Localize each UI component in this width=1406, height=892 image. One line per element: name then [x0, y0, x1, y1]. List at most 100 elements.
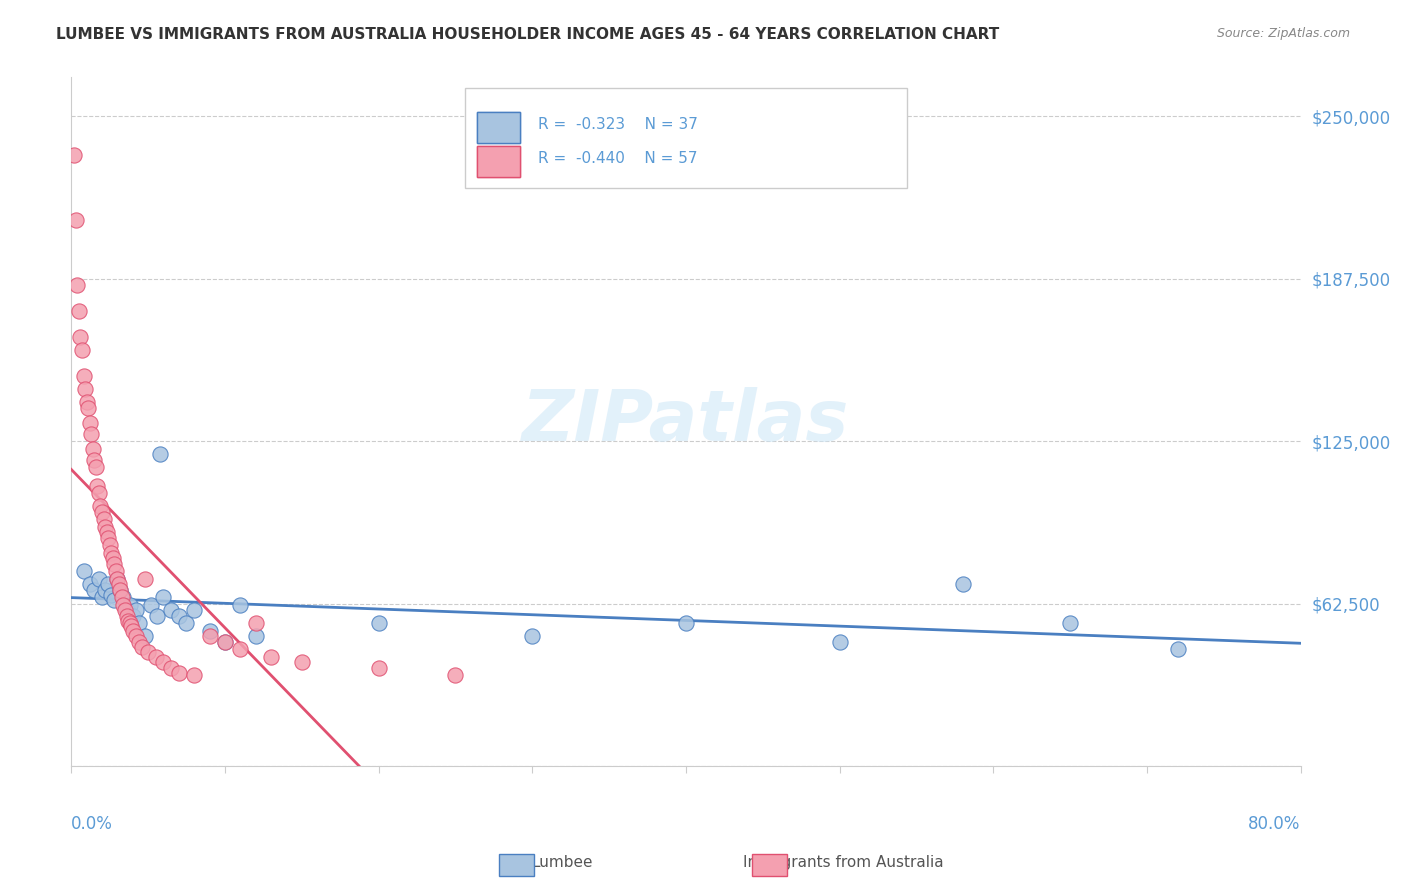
Point: [1059, 616, 1081, 631]
Text: 0.0%: 0.0%: [72, 814, 112, 832]
Point: [125, 603, 148, 617]
Point: [76, 395, 98, 409]
Point: [112, 591, 135, 605]
Point: [167, 608, 190, 623]
Point: [229, 642, 252, 657]
Point: [96, 525, 118, 540]
Point: [183, 603, 205, 617]
Point: [100, 588, 122, 602]
Point: [160, 660, 183, 674]
Point: [152, 591, 174, 605]
Point: [952, 577, 974, 591]
Text: R =  -0.323    N = 37: R = -0.323 N = 37: [538, 117, 699, 132]
Point: [72, 369, 94, 384]
Point: [69, 330, 91, 344]
Point: [105, 572, 128, 586]
Point: [260, 650, 283, 665]
Point: [1167, 642, 1189, 657]
Point: [67, 304, 90, 318]
Point: [117, 614, 139, 628]
Text: Lumbee: Lumbee: [531, 855, 593, 870]
Point: [146, 608, 169, 623]
Text: Source: ZipAtlas.com: Source: ZipAtlas.com: [1216, 27, 1350, 40]
Point: [110, 582, 132, 597]
Point: [141, 598, 163, 612]
Point: [91, 591, 114, 605]
Point: [125, 629, 148, 643]
Point: [112, 598, 135, 612]
Point: [115, 608, 138, 623]
Point: [101, 551, 124, 566]
Point: [108, 577, 131, 591]
Point: [128, 616, 150, 631]
Point: [72, 565, 94, 579]
Text: Immigrants from Australia: Immigrants from Australia: [744, 855, 943, 870]
Point: [86, 478, 108, 492]
Text: R =  -0.440    N = 57: R = -0.440 N = 57: [538, 152, 697, 166]
Point: [176, 616, 198, 631]
Point: [245, 629, 267, 643]
Point: [91, 505, 114, 519]
Point: [93, 512, 115, 526]
Point: [100, 546, 122, 560]
Point: [522, 629, 544, 643]
Point: [114, 603, 136, 617]
Point: [214, 634, 236, 648]
Text: LUMBEE VS IMMIGRANTS FROM AUSTRALIA HOUSEHOLDER INCOME AGES 45 - 64 YEARS CORREL: LUMBEE VS IMMIGRANTS FROM AUSTRALIA HOUS…: [56, 27, 1000, 42]
Point: [118, 598, 141, 612]
Point: [198, 629, 221, 643]
Point: [87, 486, 110, 500]
Point: [131, 640, 153, 654]
Point: [120, 619, 142, 633]
Point: [121, 608, 143, 623]
Point: [167, 665, 190, 680]
Point: [111, 591, 134, 605]
Point: [82, 442, 104, 457]
Text: 80.0%: 80.0%: [1249, 814, 1301, 832]
Point: [103, 557, 125, 571]
Point: [83, 452, 105, 467]
Point: [66, 278, 89, 293]
FancyBboxPatch shape: [477, 146, 520, 178]
Point: [79, 416, 101, 430]
FancyBboxPatch shape: [477, 112, 520, 143]
Point: [87, 572, 110, 586]
Point: [367, 616, 389, 631]
Text: ZIPatlas: ZIPatlas: [522, 387, 849, 457]
Point: [97, 577, 120, 591]
Point: [65, 213, 87, 227]
Point: [89, 500, 111, 514]
FancyBboxPatch shape: [464, 87, 907, 187]
Point: [75, 383, 97, 397]
Point: [152, 656, 174, 670]
Point: [77, 401, 100, 415]
Point: [97, 531, 120, 545]
Point: [84, 460, 107, 475]
Point: [110, 582, 132, 597]
Point: [105, 572, 128, 586]
Point: [94, 582, 117, 597]
Point: [136, 645, 159, 659]
Point: [83, 582, 105, 597]
Point: [121, 624, 143, 639]
Point: [245, 616, 267, 631]
Point: [79, 577, 101, 591]
Point: [115, 603, 138, 617]
Point: [104, 565, 127, 579]
Point: [128, 634, 150, 648]
Point: [214, 634, 236, 648]
Point: [98, 538, 121, 552]
Point: [198, 624, 221, 639]
Point: [229, 598, 252, 612]
Point: [828, 634, 851, 648]
Point: [94, 520, 117, 534]
Point: [291, 656, 314, 670]
Point: [134, 572, 156, 586]
Point: [444, 668, 467, 682]
Point: [183, 668, 205, 682]
Point: [145, 650, 167, 665]
Point: [149, 447, 172, 461]
Point: [63, 148, 86, 162]
Point: [118, 616, 141, 631]
Point: [367, 660, 389, 674]
